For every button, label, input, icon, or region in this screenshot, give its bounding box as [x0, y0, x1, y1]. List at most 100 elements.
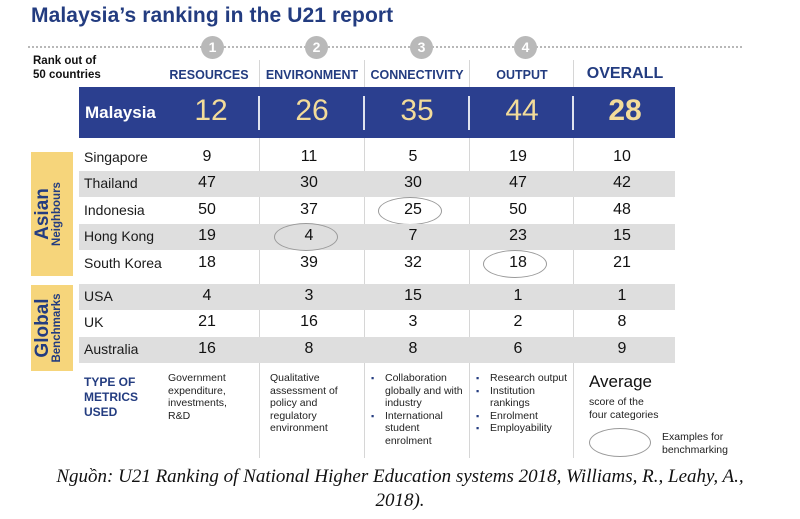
cell-resources: 18 — [198, 254, 216, 271]
country-name: USA — [84, 288, 113, 304]
cell-connectivity: 8 — [408, 340, 418, 357]
cell-output: 18 — [509, 254, 527, 271]
group-global-benchmarks: Global Benchmarks — [31, 285, 73, 371]
row-shading — [79, 171, 675, 197]
metrics-bullet: International student enrolment — [369, 410, 467, 448]
cell-environment: 4 — [304, 227, 314, 244]
malaysia-separator — [363, 96, 365, 130]
country-name: Thailand — [84, 175, 138, 191]
metrics-label-line: TYPE OF — [84, 375, 136, 389]
rank-label-line2: 50 countries — [33, 69, 101, 81]
cell-overall: 10 — [613, 148, 631, 165]
cell-environment: 39 — [300, 254, 318, 271]
metrics-bullet: Enrolment — [474, 410, 572, 423]
group-label: Global Benchmarks — [32, 285, 70, 371]
cell-environment: 8 — [304, 340, 314, 357]
column-separator — [573, 60, 574, 458]
malaysia-overall: 28 — [608, 94, 642, 127]
cell-connectivity: 30 — [404, 174, 422, 191]
metrics-overall-sub: score of the four categories — [589, 396, 658, 422]
column-separator — [364, 60, 365, 458]
metrics-text-line: score of the — [589, 396, 644, 408]
metrics-text-line: environment — [270, 422, 328, 434]
cell-connectivity: 32 — [404, 254, 422, 271]
column-header-resources: RESOURCES — [169, 68, 249, 82]
metrics-label-line: USED — [84, 405, 118, 419]
metrics-bullet: Employability — [474, 422, 572, 435]
metrics-label: TYPE OF METRICS USED — [84, 375, 138, 420]
cell-resources: 4 — [202, 287, 212, 304]
metrics-text-line: R&D — [168, 409, 191, 422]
legend-text-line: Examples for — [662, 431, 724, 443]
cell-overall: 9 — [617, 340, 627, 357]
cell-environment: 11 — [300, 148, 318, 165]
group-label-main: Asian — [32, 188, 53, 240]
cell-connectivity: 3 — [408, 313, 418, 330]
group-label-sub: Neighbours — [51, 182, 63, 246]
cell-overall: 8 — [617, 313, 627, 330]
legend-text: Examples for benchmarking — [662, 431, 728, 457]
metrics-connectivity: Collaboration globally and with industry… — [369, 372, 467, 447]
malaysia-connectivity: 35 — [400, 94, 434, 127]
country-name: UK — [84, 314, 104, 330]
cell-connectivity: 5 — [408, 148, 418, 165]
cell-connectivity: 15 — [404, 287, 422, 304]
cell-output: 19 — [509, 148, 527, 165]
cell-resources: 19 — [198, 227, 216, 244]
cell-environment: 16 — [300, 313, 318, 330]
malaysia-row — [79, 87, 675, 138]
malaysia-resources: 12 — [194, 94, 228, 127]
cell-connectivity: 7 — [408, 227, 418, 244]
metrics-text-line: four categories — [589, 409, 659, 421]
step-3-badge: 3 — [410, 36, 433, 59]
row-shading — [79, 224, 675, 250]
source-caption-continued: 2018). — [375, 490, 425, 511]
country-name: Australia — [84, 341, 139, 357]
cell-connectivity: 25 — [404, 201, 422, 218]
group-label-sub: Benchmarks — [51, 293, 63, 363]
malaysia-environment: 26 — [295, 94, 329, 127]
metrics-text-line: regulatory — [270, 409, 317, 422]
cell-overall: 15 — [613, 227, 631, 244]
cell-output: 23 — [509, 227, 527, 244]
step-1-badge: 1 — [201, 36, 224, 59]
cell-resources: 16 — [198, 340, 216, 357]
metrics-environment: Qualitative assessment of policy and reg… — [270, 372, 362, 435]
step-4-badge: 4 — [514, 36, 537, 59]
malaysia-separator — [572, 96, 574, 130]
cell-resources: 21 — [198, 313, 216, 330]
dotted-divider — [28, 46, 742, 48]
metrics-label-line: METRICS — [84, 390, 138, 404]
column-separator — [259, 60, 260, 458]
legend-ellipse-icon — [589, 428, 651, 457]
metrics-text-line: investments, — [168, 397, 227, 409]
metrics-resources: Government expenditure, investments, R&D — [168, 372, 258, 422]
row-shading — [79, 284, 675, 310]
column-header-environment: ENVIRONMENT — [265, 68, 359, 82]
cell-environment: 37 — [300, 201, 318, 218]
metrics-text-line: Qualitative — [270, 372, 320, 384]
country-name: South Korea — [84, 255, 162, 271]
row-shading — [79, 337, 675, 363]
cell-output: 6 — [513, 340, 523, 357]
metrics-bullet: Research output — [474, 372, 572, 385]
malaysia-separator — [468, 96, 470, 130]
benchmark-highlight-ellipse — [274, 223, 338, 251]
metrics-bullet: Collaboration globally and with industry — [369, 372, 467, 410]
cell-environment: 30 — [300, 174, 318, 191]
column-header-connectivity: CONNECTIVITY — [370, 68, 464, 82]
metrics-overall-title: Average — [589, 372, 653, 391]
benchmark-highlight-ellipse — [483, 250, 547, 278]
malaysia-output: 44 — [505, 94, 539, 127]
cell-output: 2 — [513, 313, 523, 330]
page-title: Malaysia’s ranking in the U21 report — [31, 4, 394, 27]
malaysia-name: Malaysia — [85, 103, 156, 122]
country-name: Hong Kong — [84, 228, 155, 244]
cell-overall: 21 — [613, 254, 631, 271]
cell-overall: 48 — [613, 201, 631, 218]
rank-label: Rank out of 50 countries — [33, 54, 101, 82]
step-2-badge: 2 — [305, 36, 328, 59]
column-header-overall: OVERALL — [586, 65, 664, 82]
group-label: Asian Neighbours — [32, 152, 70, 276]
source-caption: Nguồn: U21 Ranking of National Higher Ed… — [56, 466, 744, 487]
